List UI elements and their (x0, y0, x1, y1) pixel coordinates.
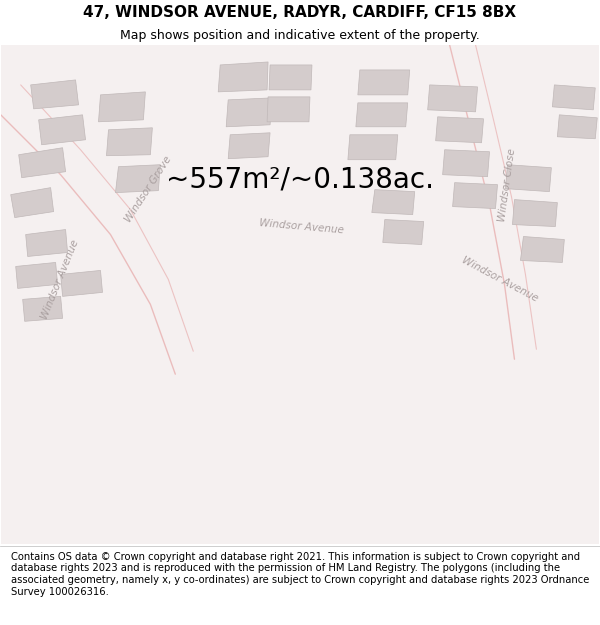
Polygon shape (428, 85, 478, 112)
Polygon shape (269, 65, 312, 90)
Polygon shape (11, 188, 53, 218)
Polygon shape (106, 127, 152, 156)
Text: Windsor Avenue: Windsor Avenue (40, 238, 81, 321)
Polygon shape (443, 150, 490, 177)
Polygon shape (505, 165, 551, 192)
Polygon shape (553, 85, 595, 110)
Polygon shape (38, 115, 86, 145)
Polygon shape (26, 229, 68, 256)
Polygon shape (436, 117, 484, 142)
Text: Windsor Avenue: Windsor Avenue (460, 255, 539, 304)
Text: Map shows position and indicative extent of the property.: Map shows position and indicative extent… (120, 29, 480, 42)
Polygon shape (452, 182, 497, 209)
Polygon shape (358, 70, 410, 95)
Polygon shape (512, 199, 557, 226)
Polygon shape (267, 97, 310, 122)
Polygon shape (228, 132, 270, 159)
Polygon shape (348, 135, 398, 160)
Polygon shape (557, 115, 597, 139)
Text: Windsor Avenue: Windsor Avenue (259, 218, 345, 235)
Polygon shape (16, 262, 58, 288)
Polygon shape (61, 271, 103, 296)
Polygon shape (19, 148, 65, 178)
Polygon shape (226, 98, 272, 127)
Text: Windsor Grove: Windsor Grove (123, 155, 173, 224)
Polygon shape (23, 296, 62, 321)
Text: Contains OS data © Crown copyright and database right 2021. This information is : Contains OS data © Crown copyright and d… (11, 552, 589, 597)
Polygon shape (115, 165, 160, 192)
Text: ~557m²/~0.138ac.: ~557m²/~0.138ac. (166, 166, 434, 194)
Text: 47, WINDSOR AVENUE, RADYR, CARDIFF, CF15 8BX: 47, WINDSOR AVENUE, RADYR, CARDIFF, CF15… (83, 5, 517, 20)
Polygon shape (520, 236, 565, 262)
Polygon shape (218, 62, 268, 92)
Polygon shape (372, 189, 415, 214)
Polygon shape (356, 103, 408, 127)
Polygon shape (31, 80, 79, 109)
Polygon shape (98, 92, 145, 122)
Text: Windsor Close: Windsor Close (497, 148, 518, 222)
Polygon shape (383, 219, 424, 244)
